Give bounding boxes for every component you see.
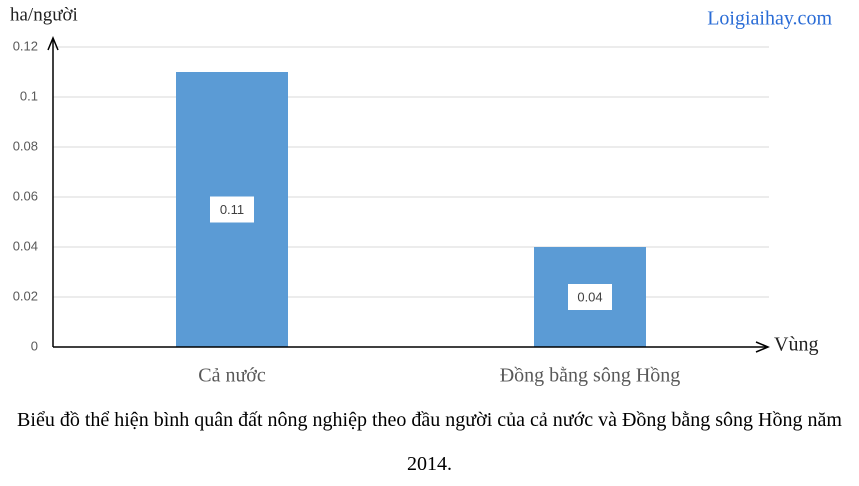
value-label-box bbox=[568, 284, 612, 310]
value-label: 0.04 bbox=[577, 289, 602, 304]
x-tick-label: Đồng bằng sông Hồng bbox=[500, 365, 681, 387]
caption: Biểu đồ thể hiện bình quân đất nông nghi… bbox=[17, 409, 842, 475]
value-label: 0.11 bbox=[220, 202, 244, 217]
y-tick-label: 0.12 bbox=[13, 38, 38, 53]
y-tick-label: 0.1 bbox=[20, 88, 38, 103]
x-axis-label: Vùng bbox=[774, 334, 818, 356]
y-tick-label: 0.04 bbox=[13, 238, 38, 253]
x-axis-arrow bbox=[755, 341, 770, 353]
y-tick-label: 0 bbox=[31, 338, 38, 353]
y-tick-label: 0.08 bbox=[13, 138, 38, 153]
value-label-box bbox=[210, 196, 254, 223]
y-tick-label: 0.06 bbox=[13, 188, 38, 203]
y-axis-arrow bbox=[47, 36, 59, 51]
y-tick-label: 0.02 bbox=[13, 288, 38, 303]
x-tick-label: Cả nước bbox=[198, 365, 266, 387]
watermark: Loigiaihay.com bbox=[707, 8, 832, 30]
y-axis-label: ha/người bbox=[10, 4, 78, 25]
chart: ha/người Loigiaihay.com Vùng 0 0.02 0.04 0.… bbox=[10, 4, 832, 387]
